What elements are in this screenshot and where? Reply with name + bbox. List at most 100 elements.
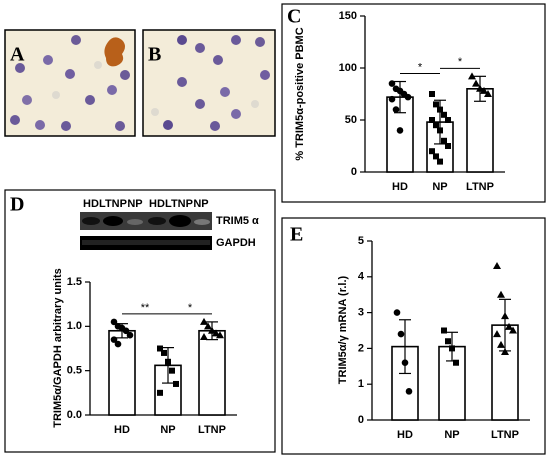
data-point — [437, 158, 443, 165]
data-point — [497, 340, 505, 348]
data-point — [509, 326, 517, 334]
x-tick-label: NP — [432, 181, 447, 193]
data-point — [441, 327, 447, 334]
data-point — [433, 153, 439, 160]
data-point — [429, 91, 435, 97]
y-tick-label: 1 — [358, 378, 364, 390]
x-tick-label: LTNP — [466, 181, 494, 193]
data-point — [445, 143, 451, 149]
data-point — [110, 336, 118, 343]
data-point — [161, 349, 167, 356]
data-point — [445, 338, 451, 345]
panel-label: C — [287, 6, 301, 28]
data-point — [441, 111, 447, 118]
data-point — [173, 380, 179, 387]
y-tick-label: 0.0 — [67, 409, 82, 421]
y-tick-label: 1.0 — [67, 320, 82, 332]
x-tick-label: HD — [392, 181, 408, 193]
data-point — [429, 117, 435, 123]
panel-frame — [281, 217, 546, 455]
x-tick-label: HD — [397, 429, 413, 441]
data-point — [388, 95, 396, 103]
y-axis-label: % TRIM5α-positive PBMC — [294, 27, 306, 160]
data-point — [114, 340, 122, 348]
data-point — [169, 367, 175, 374]
blot-lane-label: LTNP — [99, 198, 127, 210]
western-blot — [80, 212, 212, 250]
blot-lane-label: NP — [193, 198, 208, 210]
significance-label: * — [418, 61, 423, 73]
bar — [198, 329, 226, 416]
panel-label: D — [10, 194, 24, 216]
data-point — [437, 106, 443, 113]
data-point — [157, 345, 163, 352]
panel-frame — [4, 189, 276, 453]
data-point — [476, 84, 484, 92]
data-point — [204, 322, 212, 330]
data-point — [122, 327, 130, 335]
micrograph-b — [142, 29, 276, 137]
data-point — [393, 309, 401, 316]
bar — [466, 88, 494, 173]
y-tick-label: 50 — [345, 114, 357, 126]
data-point — [480, 86, 488, 94]
y-tick-label: 2 — [358, 342, 364, 354]
y-tick-label: 150 — [339, 10, 357, 22]
x-tick-label: NP — [160, 424, 175, 436]
micrograph-a — [4, 29, 136, 137]
panel-label: E — [290, 224, 303, 246]
data-point — [392, 106, 400, 113]
panel-frame — [281, 3, 546, 203]
data-point — [441, 137, 447, 144]
data-point — [429, 148, 435, 155]
panel-label: A — [10, 44, 25, 66]
data-point — [157, 389, 163, 396]
x-tick-label: HD — [114, 424, 130, 436]
data-point — [401, 359, 409, 367]
data-point — [472, 79, 480, 87]
data-point — [449, 345, 455, 352]
data-point — [200, 332, 208, 340]
blot-lane-label: HD — [149, 198, 165, 210]
blot-band-label: GAPDH — [216, 237, 256, 249]
bar — [108, 329, 136, 416]
data-point — [165, 358, 171, 365]
data-point — [484, 90, 492, 97]
data-point — [468, 72, 476, 80]
blot-lane-label: HD — [83, 198, 99, 210]
significance-label: ** — [141, 302, 150, 314]
data-point — [396, 127, 404, 134]
y-tick-label: 100 — [339, 62, 357, 74]
y-tick-label: 4 — [358, 271, 365, 283]
data-point — [212, 329, 220, 337]
panel-label: B — [148, 44, 161, 66]
data-point — [505, 322, 513, 330]
blot-band-label: TRIM5 α — [216, 215, 259, 227]
significance-label: * — [188, 302, 193, 314]
data-point — [405, 388, 413, 395]
x-tick-label: NP — [444, 429, 459, 441]
data-point — [433, 122, 439, 129]
y-tick-label: 3 — [358, 307, 364, 319]
data-point — [501, 312, 509, 320]
data-point — [200, 317, 208, 325]
y-tick-label: 0 — [358, 414, 364, 426]
data-point — [493, 330, 501, 338]
data-point — [388, 80, 396, 87]
data-point — [216, 331, 224, 339]
data-point — [497, 290, 505, 298]
x-tick-label: LTNP — [198, 424, 226, 436]
y-tick-label: 0.5 — [67, 365, 82, 377]
data-point — [445, 117, 451, 123]
data-point — [208, 326, 216, 334]
data-point — [126, 331, 134, 339]
x-tick-label: LTNP — [491, 429, 519, 441]
blot-lane-label: NP — [127, 198, 142, 210]
data-point — [110, 318, 118, 326]
data-point — [404, 93, 412, 101]
y-tick-label: 0 — [351, 166, 357, 178]
significance-label: * — [458, 56, 463, 68]
data-point — [493, 262, 501, 270]
data-point — [433, 101, 439, 108]
